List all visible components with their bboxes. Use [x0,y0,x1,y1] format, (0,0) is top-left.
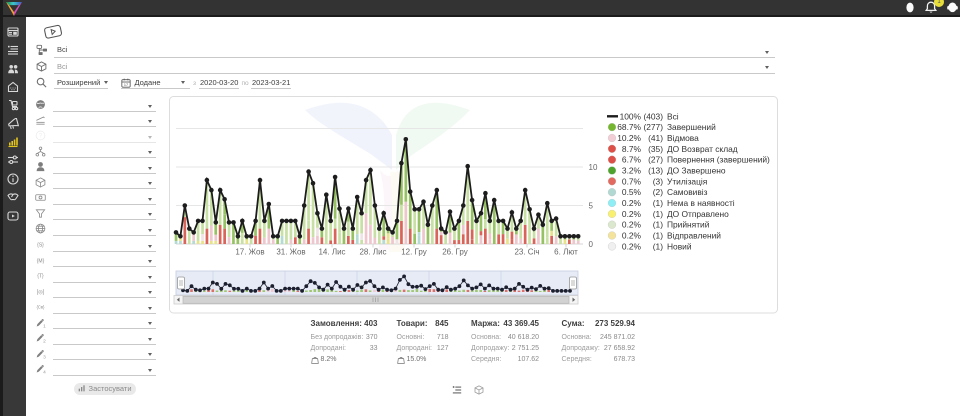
svg-text:(1): (1) [653,220,663,230]
svg-text:(13): (13) [648,166,663,176]
svg-text:{S}: {S} [37,242,44,248]
svg-text:17: 17 [124,83,128,87]
svg-text:Завершений: Завершений [667,122,716,132]
svg-text:ДО Отправлено: ДО Отправлено [667,209,729,219]
svg-text:0.7%: 0.7% [622,176,642,186]
svg-text:17. Жов: 17. Жов [235,248,264,257]
svg-text:2: 2 [43,338,46,343]
svg-text:(1): (1) [653,198,663,208]
svg-text:6.7%: 6.7% [622,155,642,165]
svg-text:(1): (1) [653,241,663,251]
svg-text:10.2%: 10.2% [617,133,641,143]
svg-text:23. Січ: 23. Січ [514,248,539,257]
svg-text:(27): (27) [648,155,663,165]
svg-text:0.2%: 0.2% [622,198,642,208]
svg-text:Нема в наявності: Нема в наявності [667,198,735,208]
svg-text:[◎]: [◎] [37,289,45,295]
svg-text:100%: 100% [620,111,642,121]
svg-text:(41): (41) [648,133,663,143]
svg-text:Прийнятий: Прийнятий [667,220,710,230]
svg-text:Відмова: Відмова [667,133,699,143]
svg-text:ДО Возврат склад: ДО Возврат склад [667,144,738,154]
svg-text:0.2%: 0.2% [622,209,642,219]
svg-text:0: 0 [589,240,594,249]
svg-text:12. Гру: 12. Гру [401,248,427,257]
svg-text:0.2%: 0.2% [622,231,642,241]
svg-text:(1): (1) [653,231,663,241]
svg-text:Всі: Всі [667,111,679,121]
svg-text:6. Лют: 6. Лют [554,248,578,257]
svg-text:(1): (1) [653,209,663,219]
svg-text:28. Лис: 28. Лис [359,248,386,257]
svg-text:3: 3 [43,354,46,359]
svg-text:5: 5 [589,202,594,211]
svg-text:26. Гру: 26. Гру [442,248,468,257]
svg-text:Утилізація: Утилізація [667,176,707,186]
svg-text:?: ? [39,134,43,140]
svg-text:31. Жов: 31. Жов [276,248,305,257]
svg-text:(35): (35) [648,144,663,154]
svg-text:(3): (3) [653,176,663,186]
svg-text:{M}: {M} [37,258,45,264]
svg-text:Відправлений: Відправлений [667,231,721,241]
svg-text:{T}: {T} [37,273,44,279]
svg-text:Повернення (завершений): Повернення (завершений) [667,155,770,165]
svg-text:0.5%: 0.5% [622,187,642,197]
svg-text:Самовивіз: Самовивіз [667,187,708,197]
svg-text:(277): (277) [643,122,663,132]
svg-text:8.7%: 8.7% [622,144,642,154]
svg-text:ДО Завершено: ДО Завершено [667,166,726,176]
svg-text:10: 10 [589,163,598,172]
svg-text:4: 4 [43,370,46,375]
svg-text:14. Лис: 14. Лис [318,248,345,257]
svg-text:{Св}: {Св} [37,304,46,309]
svg-text:1: 1 [43,323,46,328]
svg-text:68.7%: 68.7% [617,122,641,132]
svg-text:(403): (403) [643,111,663,121]
svg-text:0.2%: 0.2% [622,241,642,251]
svg-text:0.2%: 0.2% [622,220,642,230]
svg-text:3.2%: 3.2% [622,166,642,176]
svg-text:(2): (2) [653,187,663,197]
svg-text:Новий: Новий [667,241,692,251]
